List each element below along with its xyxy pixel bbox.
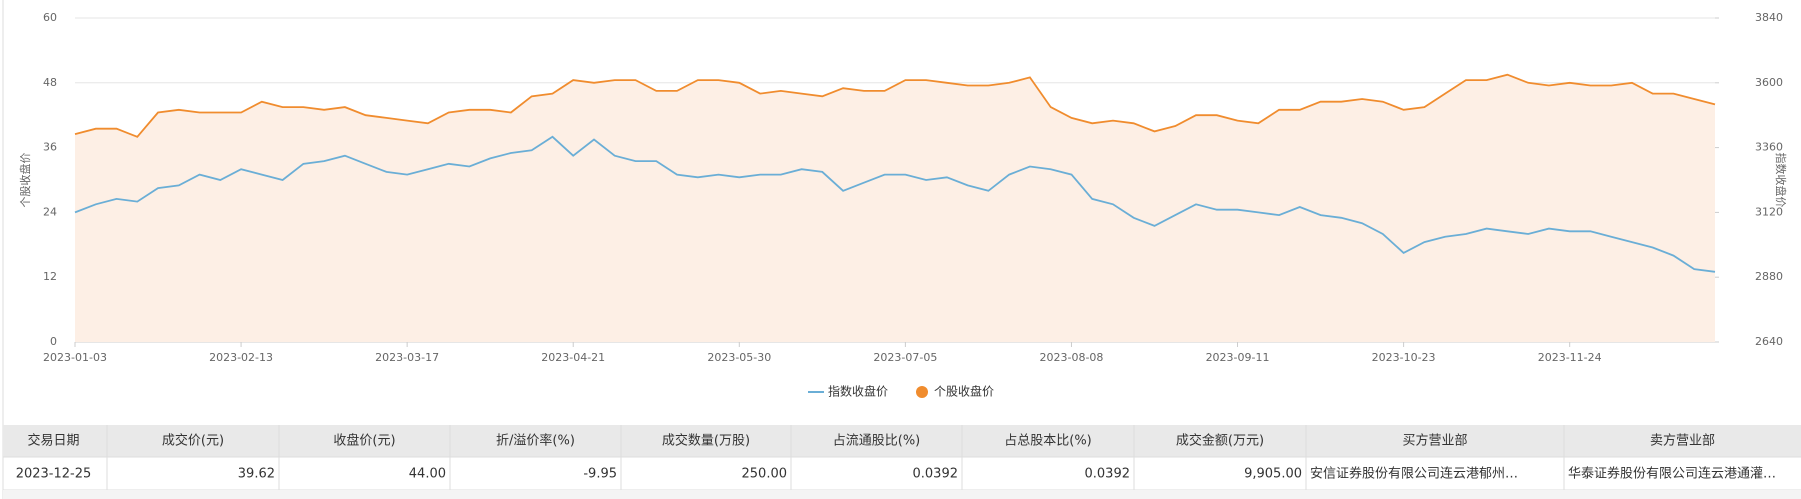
table-cell: -9.95	[583, 467, 617, 482]
y-tick-label: 48	[43, 76, 57, 89]
table-header: 占总股本比(%)	[1004, 434, 1092, 449]
y2-tick-label: 3600	[1755, 76, 1783, 89]
y-axis-title: 个股收盘价	[18, 153, 32, 208]
y2-tick-label: 2640	[1755, 335, 1783, 348]
y2-tick-label: 3360	[1755, 141, 1783, 154]
table-cell: 华泰证券股份有限公司连云港通灌…	[1568, 466, 1776, 482]
x-tick-label: 2023-09-11	[1206, 351, 1270, 364]
x-tick-label: 2023-05-30	[707, 351, 771, 364]
y-tick-label: 36	[43, 141, 57, 154]
y-tick-label: 60	[43, 11, 57, 24]
table-cell: 39.62	[238, 467, 275, 482]
legend-label: 指数收盘价	[828, 384, 888, 399]
y-tick-label: 0	[50, 335, 57, 348]
legend-label: 个股收盘价	[934, 384, 994, 399]
x-tick-label: 2023-11-24	[1538, 351, 1602, 364]
legend-swatch	[916, 386, 928, 398]
table-cell: 9,905.00	[1244, 467, 1302, 482]
table-header: 占流通股比(%)	[833, 434, 921, 449]
table-header: 交易日期	[27, 433, 79, 449]
table-header: 买方营业部	[1402, 433, 1467, 449]
table-cell: 250.00	[742, 467, 788, 482]
table-cell: 安信证券股份有限公司连云港郁州…	[1310, 466, 1518, 482]
line	[74, 135, 1716, 273]
y2-tick-label: 3120	[1755, 205, 1783, 218]
x-tick-label: 2023-10-23	[1372, 351, 1436, 364]
table-cell: 0.0392	[913, 467, 959, 482]
table-cell: 2023-12-25	[16, 467, 92, 482]
table-header: 收盘价(元)	[333, 433, 395, 449]
table-cell: 44.00	[409, 467, 446, 482]
x-tick-label: 2023-04-21	[541, 351, 605, 364]
table-header: 卖方营业部	[1650, 433, 1715, 449]
line	[74, 73, 1716, 138]
table-cell: 0.0392	[1085, 467, 1131, 482]
x-tick-label: 2023-07-05	[873, 351, 937, 364]
table-next-row	[3, 490, 1801, 499]
table-header-bg	[3, 425, 1801, 457]
y-tick-label: 24	[43, 205, 57, 218]
x-tick-label: 2023-08-08	[1039, 351, 1103, 364]
table-header: 折/溢价率(%)	[496, 433, 575, 449]
x-tick-label: 2023-01-03	[43, 351, 107, 364]
table-header: 成交价(元)	[162, 433, 224, 449]
y2-tick-label: 2880	[1755, 270, 1783, 283]
table-header: 成交金额(万元)	[1176, 433, 1264, 449]
x-tick-label: 2023-03-17	[375, 351, 439, 364]
table-header: 成交数量(万股)	[662, 433, 750, 449]
y-tick-label: 12	[43, 270, 57, 283]
area	[75, 74, 1715, 342]
y2-axis-title: 指数收盘价	[1774, 153, 1788, 208]
x-tick-label: 2023-02-13	[209, 351, 273, 364]
y2-tick-label: 3840	[1755, 11, 1783, 24]
